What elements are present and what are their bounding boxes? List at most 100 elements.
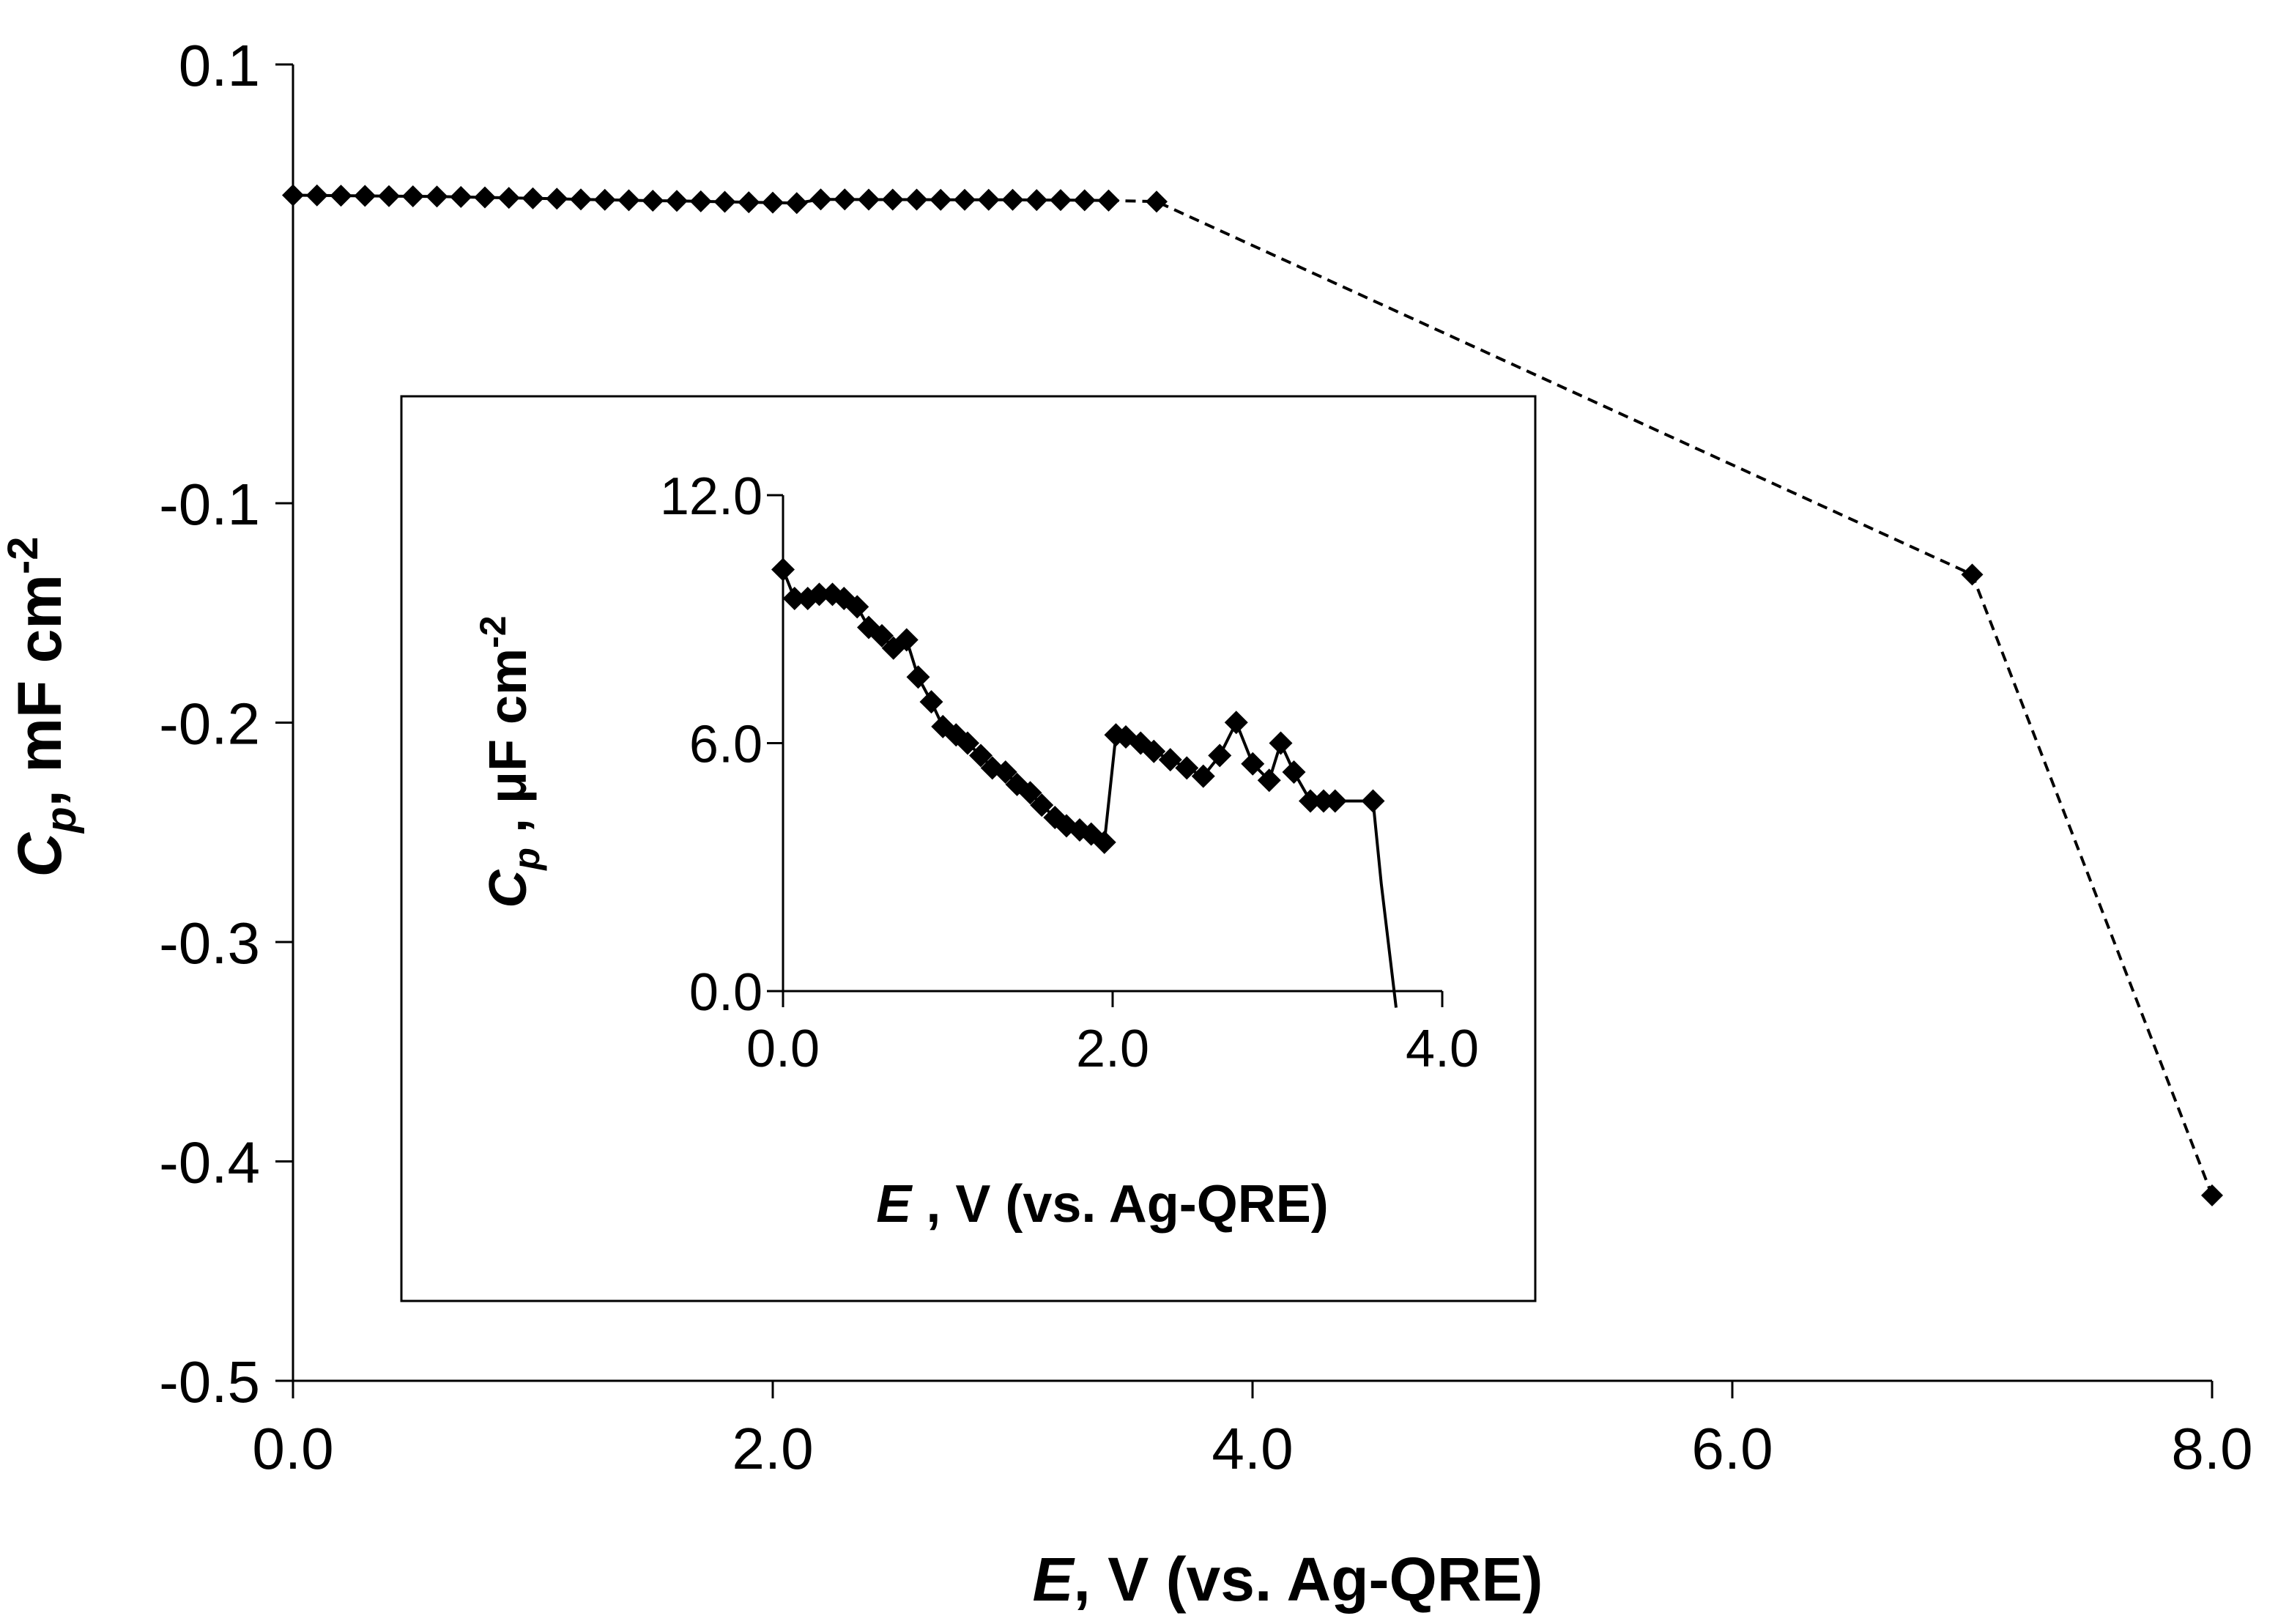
main-point: [497, 187, 520, 210]
inset-point: [771, 557, 795, 582]
inset-chart: 0.0 2.0 4.0 12.0 6.0 0.0 E , V (vs. Ag-QRE) C…: [400, 395, 1537, 1302]
main-line-Cp-extended: [1108, 199, 2214, 1196]
inset-point: [1018, 781, 1042, 805]
inset-point: [993, 760, 1017, 784]
inset-markers: [771, 557, 1385, 854]
main-point: [282, 184, 304, 207]
main-point: [1097, 189, 1120, 212]
inset-point: [1158, 748, 1182, 772]
main-point: [426, 185, 448, 208]
main-point: [1025, 189, 1048, 212]
inset-y-tick-label: 12.0: [660, 467, 763, 526]
main-point: [593, 188, 616, 211]
inset-x-axis-title: E , V (vs. Ag-QRE): [876, 1175, 1328, 1234]
main-y-tick-label: -0.2: [159, 691, 260, 756]
main-point: [881, 188, 904, 211]
inset-point: [1030, 793, 1054, 817]
inset-point: [956, 731, 979, 755]
inset-point: [782, 587, 806, 611]
inset-ticks: 0.0 2.0 4.0 12.0 6.0 0.0: [660, 467, 1479, 1078]
main-x-tick-label: 8.0: [2171, 1416, 2252, 1481]
main-x-tick-label: 2.0: [732, 1416, 813, 1481]
inset-point: [870, 623, 894, 648]
inset-point: [1092, 830, 1116, 854]
main-y-tick-label: 0.1: [179, 33, 260, 98]
main-y-axis-title: Cp, mF cm-2: [0, 536, 85, 877]
main-point: [1961, 563, 1984, 586]
main-y-title-sup: -2: [0, 536, 47, 574]
main-point: [1146, 190, 1168, 213]
inset-point: [1361, 789, 1385, 813]
main-y-title-sub: p: [37, 807, 85, 834]
inset-y-title-sub: p: [506, 848, 547, 872]
inset-y-axis-title: Cp , μF cm-2: [472, 615, 547, 908]
main-point: [689, 190, 712, 212]
main-point: [858, 188, 880, 211]
inset-point: [919, 690, 943, 714]
inset-point: [1257, 768, 1281, 793]
inset-point: [807, 582, 831, 607]
inset-point: [1208, 744, 1232, 768]
main-point: [330, 185, 352, 207]
main-point: [666, 190, 688, 212]
inset-y-title-unit: , μF cm: [479, 648, 538, 848]
main-point: [977, 188, 1000, 211]
main-x-axis-title: E, V (vs. Ag-QRE): [1033, 1545, 1543, 1614]
main-point: [546, 188, 568, 210]
main-point: [2201, 1184, 2223, 1206]
inset-point: [1175, 756, 1199, 780]
main-point: [1001, 188, 1024, 211]
main-x-tick-label: 6.0: [1691, 1416, 1773, 1481]
main-x-title-rest: , V (vs. Ag-QRE): [1074, 1545, 1543, 1614]
inset-x-title-var: E: [876, 1175, 913, 1234]
inset-x-tick-label: 0.0: [746, 1020, 820, 1078]
inset-frame: [400, 395, 1537, 1302]
main-point: [809, 188, 832, 211]
main-point: [570, 188, 592, 211]
main-y-tick-label: -0.1: [159, 472, 260, 537]
main-y-tick-label: -0.5: [159, 1349, 260, 1414]
main-point: [1050, 189, 1072, 212]
inset-y-title-var: C: [479, 870, 538, 908]
main-markers: [282, 184, 2223, 1206]
inset-point: [845, 595, 869, 619]
main-y-title-var: C: [5, 832, 74, 878]
main-point: [930, 188, 952, 211]
main-point: [474, 186, 496, 209]
main-point: [954, 188, 976, 211]
main-point: [617, 189, 640, 212]
main-chart: 0.0 2.0 4.0 6.0 8.0 0.1 -0.1 -0.2 -0.3 -0.4 -0.5 E…: [0, 33, 2253, 1614]
main-point: [834, 188, 856, 211]
main-x-tick-label: 0.0: [252, 1416, 333, 1481]
main-y-tick-label: -0.3: [159, 911, 260, 976]
main-point: [522, 187, 544, 210]
main-point: [378, 185, 400, 207]
inset-y-title-sup: -2: [472, 615, 513, 648]
inset-y-tick-label: 0.0: [689, 963, 763, 1022]
main-y-title-unit: , mF cm: [5, 574, 74, 807]
main-point: [354, 185, 376, 207]
main-point: [450, 185, 472, 208]
inset-point: [1269, 731, 1293, 755]
inset-line-tail: [1371, 801, 1398, 1008]
inset-point: [1282, 760, 1306, 784]
main-ticks: 0.0 2.0 4.0 6.0 8.0 0.1 -0.1 -0.2 -0.3 -0.4 -0.5: [159, 33, 2252, 1481]
main-x-title-var: E: [1033, 1545, 1076, 1614]
inset-y-tick-label: 6.0: [689, 715, 763, 774]
main-point: [305, 184, 328, 207]
main-point: [713, 190, 736, 213]
main-x-tick-label: 4.0: [1212, 1416, 1293, 1481]
main-point: [401, 185, 424, 207]
main-point: [642, 189, 664, 212]
inset-x-tick-label: 4.0: [1406, 1020, 1479, 1078]
inset-x-tick-label: 2.0: [1076, 1020, 1149, 1078]
inset-x-title-rest: , V (vs. Ag-QRE): [911, 1175, 1328, 1234]
inset-point: [969, 744, 993, 768]
inset-point: [1299, 789, 1322, 813]
main-point: [738, 191, 760, 214]
inset-point: [906, 665, 930, 689]
main-point: [785, 192, 808, 215]
main-point: [1073, 189, 1096, 212]
inset-point: [1323, 789, 1347, 813]
